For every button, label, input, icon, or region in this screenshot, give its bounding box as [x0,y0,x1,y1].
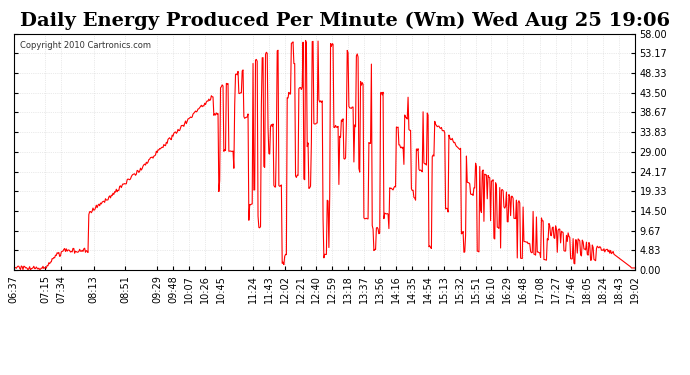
Text: Daily Energy Produced Per Minute (Wm) Wed Aug 25 19:06: Daily Energy Produced Per Minute (Wm) We… [20,11,670,30]
Text: Copyright 2010 Cartronics.com: Copyright 2010 Cartronics.com [20,41,151,50]
